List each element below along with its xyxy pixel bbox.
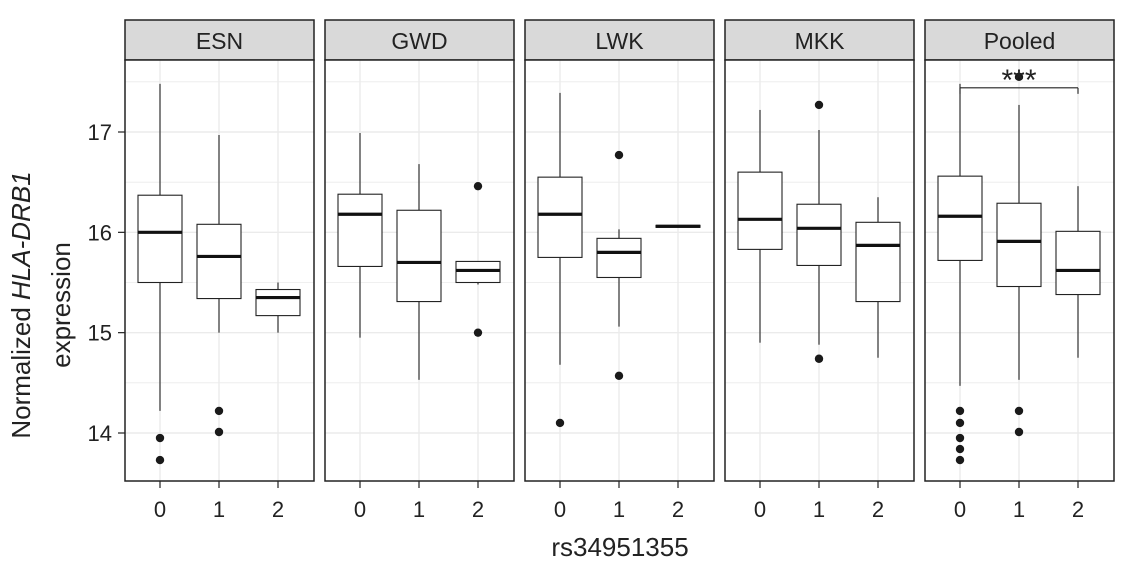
box-pooled-2: [1055, 186, 1101, 358]
x-tick-label: 0: [954, 497, 966, 522]
box-mkk-1: [796, 100, 842, 363]
facet-strip: [324, 19, 515, 61]
box-iqr: [337, 193, 383, 267]
facet-label: LWK: [595, 28, 644, 54]
box-iqr: [737, 171, 783, 250]
box-iqr: [1055, 230, 1101, 296]
y-tick-label: 17: [88, 120, 112, 145]
y-axis-title-line2: expression: [46, 242, 76, 368]
box-esn-1: [196, 135, 242, 437]
x-tick-label: 1: [613, 497, 625, 522]
y-tick-label: 16: [88, 220, 112, 245]
x-tick-label: 0: [354, 497, 366, 522]
box-iqr: [855, 221, 901, 303]
outlier-point: [473, 328, 483, 337]
y-tick-label: 15: [88, 321, 112, 346]
box-lwk-0: [537, 92, 583, 428]
box-mkk-0: [737, 109, 783, 343]
facet-strip: [924, 19, 1115, 61]
box-gwd-1: [396, 164, 442, 380]
y-axis-title: Normalized HLA-DRB1: [6, 171, 36, 438]
outlier-point: [155, 455, 165, 465]
outlier-point: [1014, 427, 1024, 437]
facet-panel-lwk: LWK 0 1 2: [524, 19, 715, 522]
outlier-point: [814, 354, 824, 363]
outlier-point: [1014, 72, 1024, 82]
box-iqr: [196, 223, 242, 300]
outlier-point: [955, 406, 965, 416]
outlier-point: [555, 418, 565, 428]
significance-stars: ***: [1001, 64, 1036, 97]
x-tick-label: 2: [272, 497, 284, 522]
outlier-point: [955, 455, 965, 465]
x-tick-label: 1: [413, 497, 425, 522]
x-tick-label: 1: [813, 497, 825, 522]
outlier-point: [614, 371, 624, 381]
box-iqr: [996, 202, 1042, 288]
facet-label: MKK: [795, 28, 846, 54]
x-tick-label: 0: [554, 497, 566, 522]
box-iqr: [396, 209, 442, 303]
x-tick-label: 0: [754, 497, 766, 522]
outlier-point: [814, 100, 824, 110]
facet-strip: [124, 19, 315, 61]
y-axis-title-gene: HLA-DRB1: [6, 171, 36, 300]
box-mkk-2: [855, 197, 901, 358]
facet-panel-esn: ESN 0 1 2: [124, 19, 315, 522]
x-tick-label: 2: [672, 497, 684, 522]
outlier-point: [214, 427, 224, 437]
box-iqr: [596, 237, 642, 279]
y-tick-label: 14: [88, 421, 112, 446]
box-gwd-0: [337, 133, 383, 338]
outlier-point: [214, 406, 224, 416]
x-tick-label: 1: [213, 497, 225, 522]
x-tick-label: 1: [1013, 497, 1025, 522]
x-tick-label: 2: [1072, 497, 1084, 522]
box-gwd-2: [455, 181, 501, 337]
x-tick-label: 2: [872, 497, 884, 522]
facet-panel-pooled: Pooled *** 0 1 2: [924, 19, 1115, 522]
box-lwk-2: [655, 224, 701, 228]
outlier-point: [473, 181, 483, 191]
outlier-point: [155, 433, 165, 443]
x-tick-label: 0: [154, 497, 166, 522]
box-iqr: [937, 175, 983, 261]
facet-panel-gwd: GWD 0 1 2: [324, 19, 515, 522]
box-iqr: [255, 288, 301, 317]
box-iqr: [537, 176, 583, 258]
facet-label: GWD: [391, 28, 447, 54]
x-tick-label: 2: [472, 497, 484, 522]
box-pooled-1: [996, 72, 1042, 437]
facet-label: ESN: [196, 28, 243, 54]
box-iqr: [796, 203, 842, 266]
outlier-point: [1014, 406, 1024, 416]
outlier-point: [614, 150, 624, 160]
box-esn-0: [137, 83, 183, 465]
y-axis-title-prefix: Normalized: [6, 300, 36, 439]
box-iqr: [137, 194, 183, 284]
facet-panel-mkk: MKK 0 1 2: [724, 19, 915, 522]
box-esn-2: [255, 282, 301, 333]
outlier-point: [955, 444, 965, 454]
x-axis-title: rs34951355: [551, 532, 688, 562]
outlier-point: [955, 433, 965, 443]
box-pooled-0: [937, 83, 983, 465]
facet-strip: [524, 19, 715, 61]
facet-label: Pooled: [984, 28, 1056, 54]
facet-strip: [724, 19, 915, 61]
box-lwk-1: [596, 150, 642, 381]
outlier-point: [955, 418, 965, 428]
panels-layer: 14 15 16 17 ESN 0 1 2 GWD 0 1 2 LWK 0 1 2 MKK 0 1 2 Pooled **…: [88, 19, 1115, 522]
